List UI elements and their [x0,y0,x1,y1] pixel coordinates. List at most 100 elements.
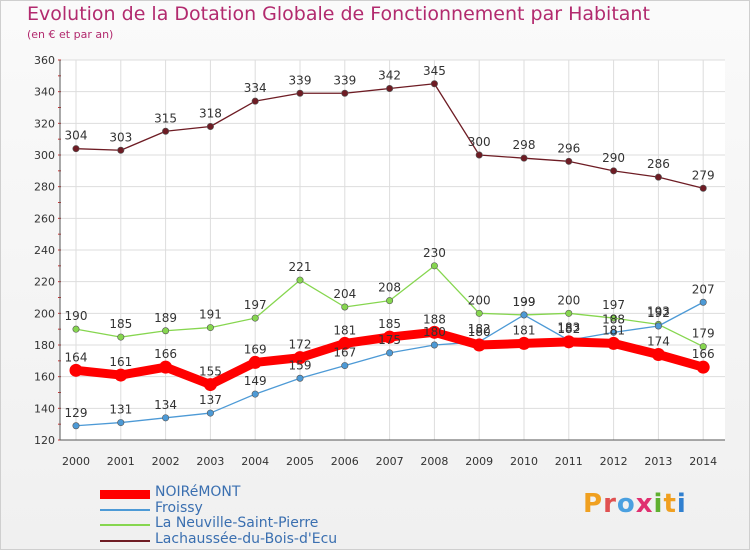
y-tick-label: 140 [34,402,55,415]
chart-subtitle: (en € et par an) [27,28,114,41]
data-label: 304 [65,129,88,143]
data-point [114,368,128,382]
data-point [383,330,397,344]
x-tick-label: 2011 [555,455,583,468]
data-label: 164 [65,350,88,364]
logo-letter: i [653,489,664,519]
data-label: 193 [647,304,670,318]
x-tick-label: 2008 [420,455,448,468]
data-point [296,89,304,97]
legend-swatch [100,524,150,526]
data-point [654,173,662,181]
data-point [699,298,707,306]
data-point [72,325,80,333]
data-point [162,327,170,335]
data-label: 207 [692,282,715,296]
data-label: 149 [244,374,267,388]
data-point [251,390,259,398]
y-tick-label: 260 [34,212,55,225]
legend-label: Froissy [155,499,203,516]
data-point [430,341,438,349]
data-label: 182 [468,322,491,336]
y-tick-label: 360 [34,54,55,67]
data-point [251,314,259,322]
x-tick-label: 2007 [376,455,404,468]
x-tick-label: 2000 [62,455,90,468]
data-point [293,351,307,365]
data-label: 189 [154,311,177,325]
logo-letter: P [583,489,604,519]
data-label: 155 [199,365,222,379]
data-label: 208 [378,281,401,295]
data-point [341,362,349,370]
data-label: 185 [109,317,132,331]
data-label: 181 [602,323,625,337]
logo-letter: t [663,489,677,519]
logo-letter: x [635,489,654,519]
data-label: 315 [154,111,177,125]
data-point [117,419,125,427]
data-label: 342 [378,69,401,83]
data-label: 303 [109,130,132,144]
data-label: 339 [289,73,312,87]
x-tick-label: 2006 [331,455,359,468]
legend-swatch [100,489,150,499]
data-label: 181 [513,323,536,337]
data-label: 339 [333,73,356,87]
data-point [475,309,483,317]
data-label: 129 [65,406,88,420]
data-point [610,314,618,322]
x-tick-label: 2012 [600,455,628,468]
data-point [386,297,394,305]
data-label: 200 [557,293,580,307]
data-point [386,85,394,93]
proxiti-logo: Proxiti [583,489,687,519]
x-tick-label: 2014 [689,455,717,468]
y-tick-label: 240 [34,244,55,257]
logo-letter: i [676,489,687,519]
data-label: 190 [65,309,88,323]
data-point [69,363,83,377]
data-point [162,414,170,422]
data-point [72,422,80,430]
data-point [296,276,304,284]
data-label: 134 [154,398,177,412]
legend-label: NOIRéMONT [155,484,241,500]
y-tick-label: 120 [34,434,55,447]
data-label: 131 [109,403,132,417]
data-label: 166 [692,347,715,361]
data-point [159,360,173,374]
data-label: 290 [602,151,625,165]
data-label: 334 [244,81,267,95]
data-label: 197 [244,298,267,312]
data-point [610,167,618,175]
data-point [162,127,170,135]
data-point [203,378,217,392]
data-label: 296 [557,141,580,155]
data-point [72,145,80,153]
data-label: 230 [423,246,446,260]
y-tick-label: 200 [34,307,55,320]
data-label: 167 [333,346,356,360]
chart-title: Evolution de la Dotation Globale de Fonc… [27,3,650,25]
data-point [520,311,528,319]
data-point [338,336,352,350]
data-point [696,360,710,374]
data-label: 286 [647,157,670,171]
data-label: 174 [647,335,670,349]
data-point [565,157,573,165]
data-label: 137 [199,393,222,407]
data-point [206,123,214,131]
data-label: 166 [154,347,177,361]
data-point [206,324,214,332]
data-point [430,80,438,88]
data-point [206,409,214,417]
line-chart: 120 140 160 180 200 220 240 260 280 300 320 340 360 2… [34,54,725,468]
data-point [517,336,531,350]
data-label: 159 [289,358,312,372]
y-tick-label: 300 [34,149,55,162]
data-label: 300 [468,135,491,149]
data-label: 345 [423,64,446,78]
data-point [565,309,573,317]
data-point [651,348,665,361]
